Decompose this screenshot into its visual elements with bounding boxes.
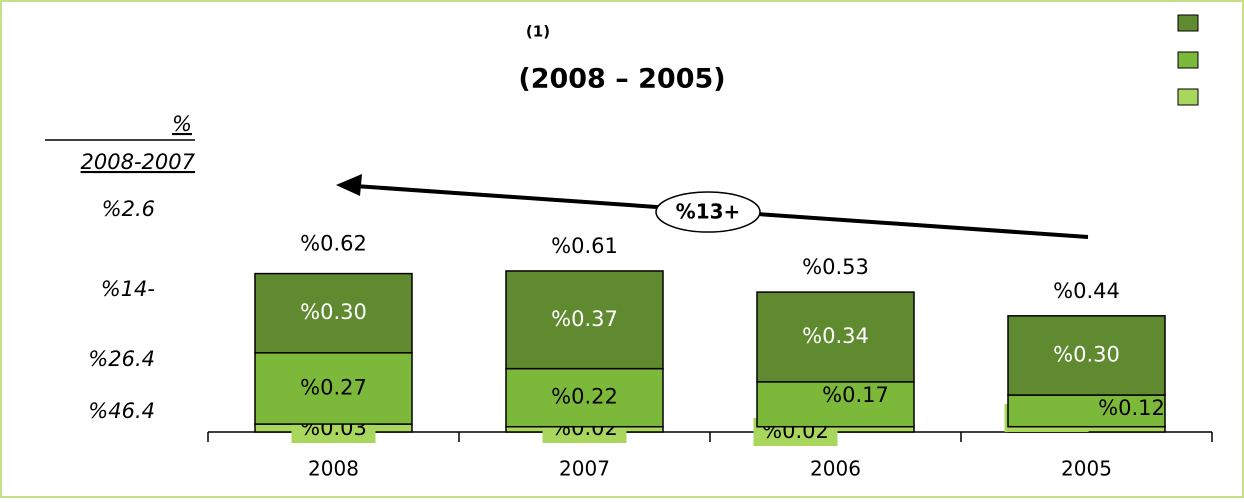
bar-segment	[505, 270, 664, 370]
side-unit: %	[172, 112, 192, 136]
total-label: %0.44	[1053, 279, 1120, 303]
side-note: %46.4	[88, 399, 155, 423]
x-tick-label: 2008	[308, 457, 359, 481]
value-label: %0.17	[822, 383, 889, 407]
value-label: %0.27	[300, 375, 367, 399]
value-label: %0.30	[1053, 342, 1120, 366]
legend-swatch	[1177, 14, 1199, 32]
total-label: %0.61	[551, 234, 618, 258]
bar-segment	[756, 291, 915, 383]
value-label: %0.22	[551, 385, 618, 409]
total-label: %0.62	[300, 231, 367, 255]
x-tick-label: 2007	[559, 457, 610, 481]
trend-bubble	[655, 191, 761, 233]
bar-segment	[756, 381, 915, 428]
x-tick-label: 2006	[810, 457, 861, 481]
side-note: %14-	[101, 277, 155, 301]
value-label: %0.12	[1098, 396, 1165, 420]
arrow-head	[336, 174, 362, 196]
total-label: %0.53	[802, 255, 869, 279]
bar-segment	[1007, 315, 1166, 396]
bar-segment	[1007, 394, 1166, 428]
value-label: %0.30	[300, 300, 367, 324]
value-label: %0.37	[551, 307, 618, 331]
bar-segment	[505, 367, 664, 428]
value-label: %0.34	[802, 324, 869, 348]
side-note: %26.4	[88, 347, 155, 371]
side-note: %2.6	[102, 197, 155, 221]
chart-subtitle: (1)	[526, 23, 550, 41]
legend-swatch	[1177, 51, 1199, 69]
legend-swatch	[1177, 88, 1199, 106]
bar-segment	[254, 352, 413, 425]
x-tick-label: 2005	[1061, 457, 1112, 481]
bar-segment	[254, 272, 413, 354]
trend-label: %13+	[676, 200, 741, 224]
chart-title: (2008 – 2005)	[518, 64, 725, 95]
side-period: 2008-2007	[81, 150, 196, 174]
